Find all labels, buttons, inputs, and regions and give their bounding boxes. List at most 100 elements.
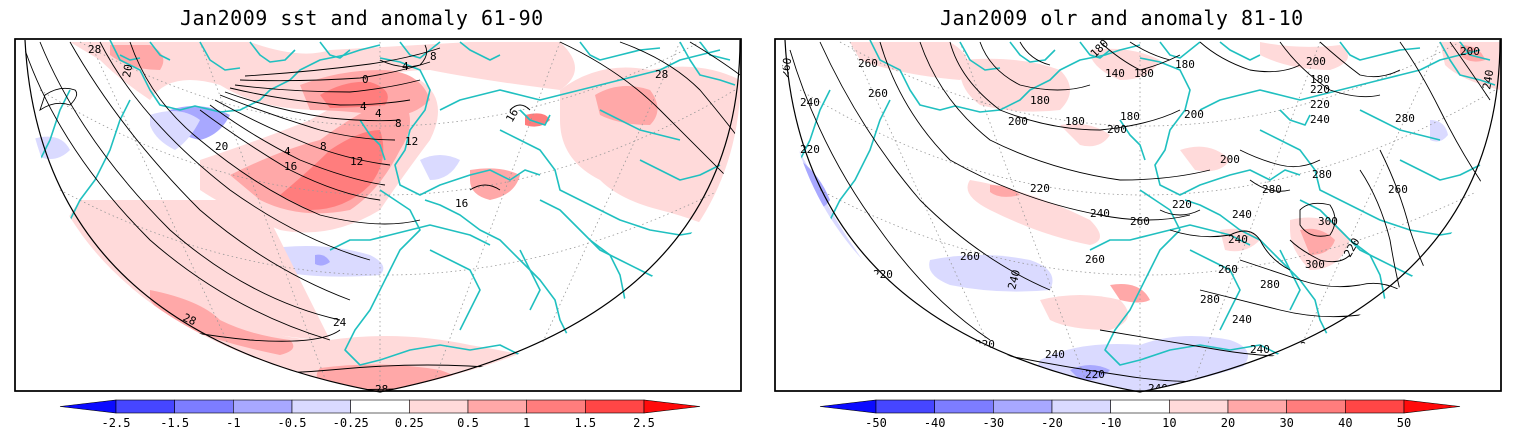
contour-label: 280	[1260, 278, 1280, 291]
contour-label: 28	[181, 311, 199, 328]
contour-label: 24	[333, 316, 347, 329]
contour-label: 260	[1130, 215, 1150, 228]
contour-label: 260	[868, 87, 888, 100]
contour-label: 280	[1200, 293, 1220, 306]
map-left-title: Jan2009 sst and anomaly 61-90	[180, 6, 544, 30]
contour-label: 8	[320, 140, 327, 153]
colorbar-swatch	[993, 399, 1053, 414]
contour-label: 4	[402, 60, 409, 73]
contour-label: 240	[1232, 313, 1252, 326]
contour-label: 200	[1220, 153, 1240, 166]
colorbar-swatch	[174, 399, 234, 414]
contour-label: 180	[1134, 67, 1154, 80]
contour-label: 16	[503, 107, 521, 125]
contour-label: 240	[1090, 207, 1110, 220]
colorbar-swatch	[467, 399, 527, 414]
contour-label: 280	[1262, 183, 1282, 196]
contour-label: 260	[1388, 183, 1408, 196]
contour-label: 4	[284, 145, 291, 158]
contour-label: 260	[1085, 253, 1105, 266]
map-right-anomaly-shading	[782, 42, 1500, 392]
contour-label: 200	[1008, 115, 1028, 128]
map-left-graticule	[39, 41, 736, 392]
colorbar-tick-label: 10	[1162, 416, 1176, 430]
colorbar-tick-label: -0.25	[333, 416, 369, 430]
map-right-title: Jan2009 olr and anomaly 81-10	[940, 6, 1304, 30]
contour-label: 12	[405, 135, 418, 148]
colorbar-min-triangle	[59, 399, 117, 414]
colorbar-tick-label: -2.5	[102, 416, 131, 430]
contour-label: 300	[1318, 215, 1338, 228]
colorbar-tick-label: -0.5	[278, 416, 307, 430]
colorbar-tick-label: 30	[1279, 416, 1293, 430]
contour-label: 200	[1107, 123, 1127, 136]
contour-label: 200	[1184, 108, 1204, 121]
contour-label: 260	[1218, 263, 1238, 276]
map-right: 260 260 260 240 220 180 180 140 180 180 …	[774, 38, 1502, 395]
contour-label: 20	[120, 63, 135, 78]
colorbar-swatch	[350, 399, 410, 414]
contour-label: 220	[1085, 368, 1105, 381]
contour-label: 260	[858, 57, 878, 70]
contour-label: 280	[1395, 112, 1415, 125]
contour-label: 16	[455, 197, 468, 210]
contour-label: 28	[655, 68, 668, 81]
colorbar-tick-label: 20	[1221, 416, 1235, 430]
colorbar-swatch	[585, 399, 645, 414]
colorbar-swatch	[409, 399, 469, 414]
colorbar-tick-label: 2.5	[633, 416, 655, 430]
contour-label: 4	[375, 107, 382, 120]
colorbar-tick-label: -1.5	[160, 416, 189, 430]
map-right-contours	[789, 41, 1501, 383]
contour-label: 200	[1460, 45, 1480, 58]
colorbar-swatch	[291, 399, 351, 414]
colorbar-tick-label: -50	[865, 416, 887, 430]
colorbar-swatch	[875, 399, 935, 414]
contour-label: 240	[1310, 113, 1330, 126]
contour-label: 240	[1005, 268, 1023, 291]
colorbar-tick-label: -30	[982, 416, 1004, 430]
contour-label: 4	[360, 100, 367, 113]
contour-label: 12	[350, 155, 363, 168]
map-right-contour-labels: 260 260 260 240 220 180 180 140 180 180 …	[778, 39, 1496, 395]
colorbar-tick-label: 1	[523, 416, 530, 430]
colorbar-tick-label: -10	[1100, 416, 1122, 430]
colorbar-swatch	[233, 399, 293, 414]
colorbar-tick-label: 0.5	[457, 416, 479, 430]
colorbar-swatch	[526, 399, 586, 414]
contour-label: 240	[1232, 208, 1252, 221]
contour-label: 280	[1312, 168, 1332, 181]
contour-label: 220	[1310, 98, 1330, 111]
contour-label: 180	[1065, 115, 1085, 128]
contour-label: 240	[1228, 233, 1248, 246]
colorbar-tick-label: -40	[924, 416, 946, 430]
contour-label: 240	[1250, 343, 1270, 356]
contour-label: 180	[1030, 94, 1050, 107]
colorbar-swatch	[1051, 399, 1111, 414]
map-left: 28 20 0 4 4 8 4 8 12 16 20 16 4 8 12 16 …	[14, 38, 742, 393]
contour-label: 180	[1175, 58, 1195, 71]
map-left-contour-labels: 28 20 0 4 4 8 4 8 12 16 20 16 4 8 12 16 …	[88, 43, 668, 392]
colorbar-swatch	[1345, 399, 1405, 414]
contour-label: 200	[1306, 55, 1326, 68]
contour-label: 220	[1030, 182, 1050, 195]
colorbar-tick-label: 1.5	[574, 416, 596, 430]
contour-label: 260	[778, 57, 794, 79]
contour-label: 0	[362, 73, 369, 86]
contour-label: 16	[284, 160, 297, 173]
contour-label: 260	[960, 250, 980, 263]
colorbar-tick-label: 0.25	[395, 416, 424, 430]
contour-label: 140	[1105, 67, 1125, 80]
colorbar-tick-label: 40	[1338, 416, 1352, 430]
contour-label: 28	[88, 43, 101, 56]
colorbar-tick-label: 50	[1397, 416, 1411, 430]
contour-label: 220	[1172, 198, 1192, 211]
contour-label: 240	[1148, 382, 1168, 395]
colorbar-swatch	[115, 399, 175, 414]
colorbar-max-triangle	[1403, 399, 1461, 414]
colorbar-swatch	[934, 399, 994, 414]
contour-label: 20	[215, 140, 228, 153]
map-left-anomaly-shading	[30, 42, 740, 392]
contour-label: 240	[800, 96, 820, 109]
